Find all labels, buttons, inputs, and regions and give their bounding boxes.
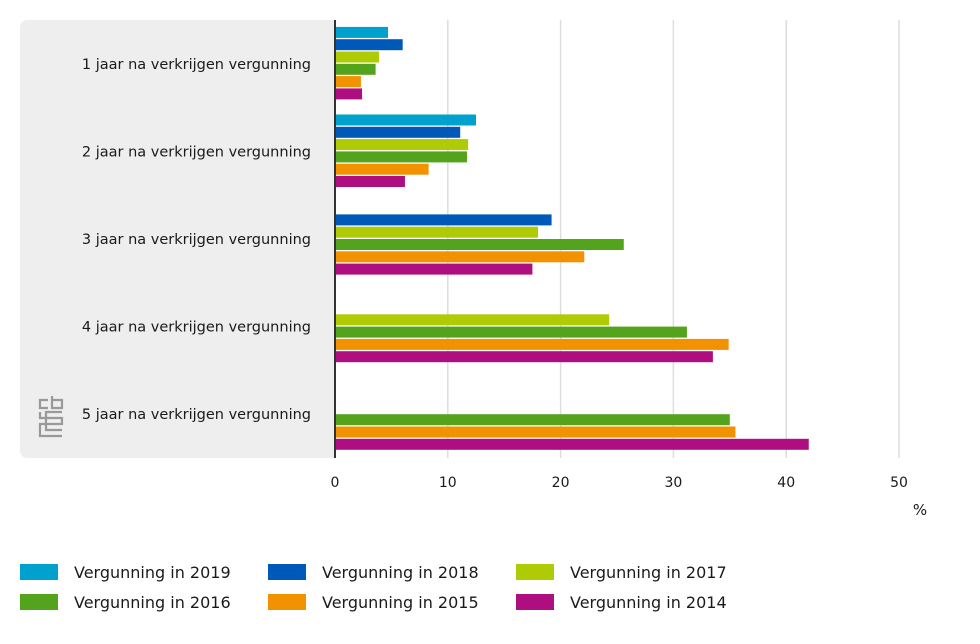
chart: 1 jaar na verkrijgen vergunning 2 jaar na… bbox=[20, 20, 927, 519]
bar-5-vergunning-in-2015 bbox=[336, 426, 736, 438]
x-tick-label-50: 50 bbox=[890, 475, 908, 491]
bar-1-vergunning-in-2016 bbox=[336, 63, 376, 75]
legend-label: Vergunning in 2017 bbox=[570, 562, 727, 582]
x-tick-labels: 0 10 20 30 40 50 bbox=[331, 475, 908, 491]
legend-label: Vergunning in 2019 bbox=[74, 562, 231, 582]
bar-2-vergunning-in-2014 bbox=[336, 176, 405, 187]
category-label-5: 5 jaar na verkrijgen vergunning bbox=[82, 407, 311, 423]
bar-4-vergunning-in-2015 bbox=[336, 338, 729, 350]
category-label-3: 3 jaar na verkrijgen vergunning bbox=[82, 232, 311, 248]
bar-1-vergunning-in-2019 bbox=[336, 26, 389, 38]
legend-item-1: Vergunning in 2019 bbox=[20, 560, 231, 584]
bar-2-vergunning-in-2018 bbox=[336, 126, 461, 138]
bar-5-vergunning-in-2016 bbox=[336, 414, 730, 426]
bar-4-vergunning-in-2017 bbox=[336, 314, 610, 326]
legend-item-3: Vergunning in 2017 bbox=[516, 560, 727, 584]
x-tick-label-20: 20 bbox=[552, 475, 570, 491]
legend-label: Vergunning in 2014 bbox=[570, 592, 727, 612]
legend-item-4: Vergunning in 2016 bbox=[20, 590, 231, 614]
bar-1-vergunning-in-2017 bbox=[336, 51, 379, 63]
x-tick-label-0: 0 bbox=[331, 475, 340, 491]
bar-2-vergunning-in-2017 bbox=[336, 139, 469, 151]
legend-label: Vergunning in 2016 bbox=[74, 592, 231, 612]
category-label-panel bbox=[20, 20, 335, 458]
bar-1-vergunning-in-2018 bbox=[336, 39, 403, 51]
x-tick-label-40: 40 bbox=[777, 475, 795, 491]
legend-label: Vergunning in 2018 bbox=[322, 562, 479, 582]
category-labels: 1 jaar na verkrijgen vergunning 2 jaar na… bbox=[82, 57, 311, 423]
category-label-4: 4 jaar na verkrijgen vergunning bbox=[82, 320, 311, 336]
legend-item-5: Vergunning in 2015 bbox=[268, 590, 479, 614]
x-tick-label-30: 30 bbox=[664, 475, 682, 491]
legend-swatch bbox=[516, 594, 554, 610]
bar-2-vergunning-in-2016 bbox=[336, 151, 467, 163]
bar-2-vergunning-in-2019 bbox=[336, 114, 476, 126]
bar-3-vergunning-in-2018 bbox=[336, 214, 552, 226]
category-label-2: 2 jaar na verkrijgen vergunning bbox=[82, 144, 311, 160]
bar-5-vergunning-in-2014 bbox=[336, 438, 809, 450]
bar-2-vergunning-in-2015 bbox=[336, 163, 429, 175]
bar-3-vergunning-in-2015 bbox=[336, 251, 585, 263]
bar-3-vergunning-in-2014 bbox=[336, 263, 533, 275]
x-axis-label: % bbox=[913, 501, 927, 519]
x-tick-label-10: 10 bbox=[439, 475, 457, 491]
bar-1-vergunning-in-2014 bbox=[336, 88, 363, 100]
legend-swatch bbox=[20, 594, 58, 610]
legend-swatch bbox=[268, 564, 306, 580]
legend-item-2: Vergunning in 2018 bbox=[268, 560, 479, 584]
bar-3-vergunning-in-2017 bbox=[336, 226, 539, 238]
bar-3-vergunning-in-2016 bbox=[336, 239, 624, 250]
category-label-1: 1 jaar na verkrijgen vergunning bbox=[82, 57, 311, 73]
legend-swatch bbox=[20, 564, 58, 580]
legend-swatch bbox=[516, 564, 554, 580]
bar-4-vergunning-in-2014 bbox=[336, 351, 713, 363]
legend-swatch bbox=[268, 594, 306, 610]
legend-item-6: Vergunning in 2014 bbox=[516, 590, 727, 614]
legend: Vergunning in 2019 Vergunning in 2018 Verg… bbox=[20, 560, 980, 620]
bars bbox=[336, 26, 809, 450]
bar-1-vergunning-in-2015 bbox=[336, 76, 361, 88]
plot-background-group bbox=[20, 20, 335, 458]
legend-label: Vergunning in 2015 bbox=[322, 592, 479, 612]
cbs-logo-icon bbox=[38, 396, 64, 438]
bar-4-vergunning-in-2016 bbox=[336, 326, 687, 338]
